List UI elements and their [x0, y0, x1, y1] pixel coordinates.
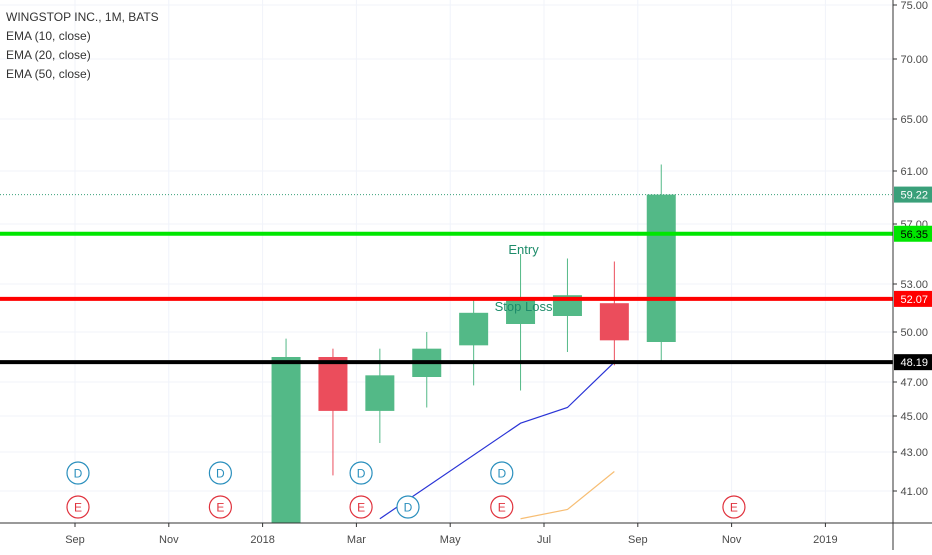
price-axis-label: 65.00: [900, 114, 928, 126]
earnings-marker[interactable]: [490, 495, 514, 519]
annotation-label: Entry: [508, 242, 539, 257]
annotation-label: Stop Loss: [495, 299, 553, 314]
dividend-marker[interactable]: [349, 461, 373, 485]
price-axis-label: 75.00: [900, 0, 928, 12]
price-level-badge-text: 59.22: [900, 190, 928, 202]
dividend-marker[interactable]: [396, 495, 420, 519]
price-axis-label: 41.00: [900, 486, 928, 498]
candle-body[interactable]: [646, 194, 676, 342]
ema-line[interactable]: [379, 361, 615, 520]
earnings-marker[interactable]: [722, 495, 746, 519]
price-axis-label: 61.00: [900, 166, 928, 178]
earnings-marker-letter: E: [216, 501, 224, 515]
price-level-badge[interactable]: [894, 225, 932, 242]
dividend-marker-letter: D: [74, 467, 83, 481]
candle-body[interactable]: [599, 303, 629, 341]
chart-legend: WINGSTOP INC., 1M, BATS EMA (10, close) …: [6, 8, 159, 84]
earnings-marker-letter: E: [357, 501, 365, 515]
legend-symbol[interactable]: WINGSTOP INC., 1M, BATS: [6, 10, 159, 24]
time-axis-label: 2019: [813, 534, 837, 546]
price-level-badge[interactable]: [894, 186, 932, 203]
price-axis-label: 45.00: [900, 411, 928, 423]
dividend-marker-letter: D: [216, 467, 225, 481]
earnings-marker-letter: E: [730, 501, 738, 515]
earnings-marker[interactable]: [208, 495, 232, 519]
candle-body[interactable]: [459, 312, 489, 346]
earnings-marker-letter: E: [498, 501, 506, 515]
earnings-marker[interactable]: [66, 495, 90, 519]
price-level-badge[interactable]: [894, 354, 932, 371]
price-axis-label: 47.00: [900, 377, 928, 389]
candle-body[interactable]: [365, 375, 395, 411]
time-axis-label: Mar: [347, 534, 366, 546]
dividend-marker[interactable]: [490, 461, 514, 485]
legend-ema-20[interactable]: EMA (20, close): [6, 48, 91, 62]
dividend-marker-letter: D: [357, 467, 366, 481]
candle-body[interactable]: [271, 357, 301, 523]
time-axis-label: Sep: [65, 534, 85, 546]
price-axis-label: 43.00: [900, 447, 928, 459]
dividend-marker-letter: D: [497, 467, 506, 481]
time-axis-label: 2018: [250, 534, 274, 546]
price-axis-label: 50.00: [900, 327, 928, 339]
price-level-badge-text: 52.07: [900, 294, 928, 306]
price-level-badge-text: 56.35: [900, 229, 928, 241]
candle-body[interactable]: [318, 357, 348, 411]
candle-body[interactable]: [506, 300, 536, 324]
time-axis-label: Nov: [159, 534, 179, 546]
price-axis-label: 53.00: [900, 279, 928, 291]
earnings-marker[interactable]: [349, 495, 373, 519]
legend-ema-50[interactable]: EMA (50, close): [6, 67, 91, 81]
dividend-marker-letter: D: [404, 501, 413, 515]
time-axis-label: Sep: [628, 534, 648, 546]
time-axis-label: Jul: [537, 534, 551, 546]
earnings-marker-letter: E: [74, 501, 82, 515]
price-level-badge[interactable]: [894, 290, 932, 307]
dividend-marker[interactable]: [208, 461, 232, 485]
time-axis-label: May: [440, 534, 461, 546]
legend-ema-10[interactable]: EMA (10, close): [6, 29, 91, 43]
ema-line[interactable]: [520, 471, 615, 520]
price-level-badge-text: 48.19: [900, 357, 928, 369]
dividend-marker[interactable]: [66, 461, 90, 485]
price-axis-label: 70.00: [900, 54, 928, 66]
time-axis-label: Nov: [722, 534, 742, 546]
